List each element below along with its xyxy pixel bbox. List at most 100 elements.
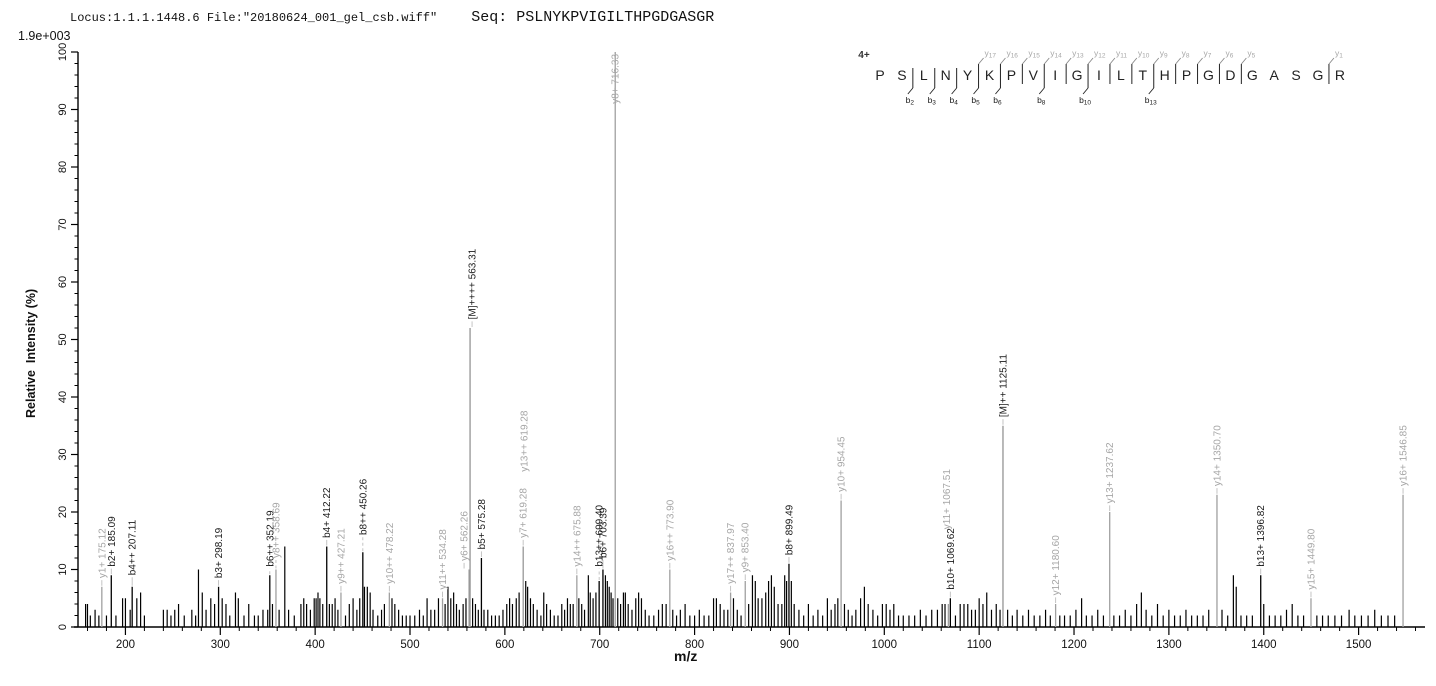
- svg-text:y14: y14: [1050, 48, 1062, 60]
- svg-text:y10: y10: [1138, 48, 1150, 60]
- svg-text:y17++ 837.97: y17++ 837.97: [726, 522, 737, 584]
- svg-text:700: 700: [590, 639, 609, 651]
- svg-text:300: 300: [211, 639, 230, 651]
- svg-text:Y: Y: [963, 67, 973, 83]
- svg-text:b2+ 185.09: b2+ 185.09: [107, 516, 118, 567]
- svg-text:y13++ 619.28: y13++ 619.28: [520, 410, 531, 472]
- svg-text:y11++ 534.28: y11++ 534.28: [438, 529, 449, 590]
- svg-text:y1: y1: [1335, 48, 1343, 60]
- svg-text:[M]++++ 563.31: [M]++++ 563.31: [468, 248, 479, 319]
- svg-text:b13++ 699.40: b13++ 699.40: [595, 504, 606, 566]
- svg-text:S: S: [897, 67, 906, 83]
- svg-text:80: 80: [57, 161, 69, 173]
- svg-text:0: 0: [57, 624, 69, 630]
- svg-text:y7: y7: [1204, 48, 1212, 60]
- svg-text:y9: y9: [1160, 48, 1168, 60]
- svg-text:800: 800: [685, 639, 704, 651]
- svg-text:50: 50: [57, 333, 69, 345]
- svg-text:N: N: [941, 67, 951, 83]
- svg-text:b4++ 207.11: b4++ 207.11: [128, 519, 139, 575]
- svg-text:y8+ 716.33: y8+ 716.33: [611, 54, 622, 104]
- svg-text:400: 400: [306, 639, 325, 651]
- svg-text:b10: b10: [1079, 95, 1091, 107]
- svg-text:b10+ 1069.62: b10+ 1069.62: [946, 528, 957, 590]
- svg-text:b8++ 450.26: b8++ 450.26: [358, 478, 369, 535]
- svg-text:900: 900: [780, 639, 799, 651]
- svg-text:b6++ 352.19: b6++ 352.19: [265, 510, 276, 567]
- header-line: Locus:1.1.1.1448.6 File:"20180624_001_ge…: [70, 8, 714, 26]
- svg-text:60: 60: [57, 276, 69, 288]
- svg-text:y13: y13: [1072, 48, 1084, 60]
- svg-text:y14+ 1350.70: y14+ 1350.70: [1212, 425, 1223, 486]
- svg-text:70: 70: [57, 218, 69, 230]
- svg-text:b6: b6: [993, 95, 1002, 107]
- svg-text:1200: 1200: [1061, 639, 1087, 651]
- svg-text:20: 20: [57, 506, 69, 518]
- svg-text:b3: b3: [928, 95, 937, 107]
- svg-text:b5: b5: [971, 95, 980, 107]
- svg-text:G: G: [1247, 67, 1258, 83]
- svg-text:1400: 1400: [1251, 639, 1277, 651]
- svg-text:G: G: [1072, 67, 1083, 83]
- svg-text:R: R: [1335, 67, 1345, 83]
- svg-text:y9+ 853.40: y9+ 853.40: [741, 522, 752, 572]
- svg-text:I: I: [1097, 67, 1101, 83]
- svg-text:y7+ 619.28: y7+ 619.28: [519, 488, 530, 538]
- svg-text:P: P: [1182, 67, 1191, 83]
- svg-text:y17: y17: [985, 48, 997, 60]
- svg-text:y15+ 1449.80: y15+ 1449.80: [1306, 528, 1317, 589]
- svg-text:T: T: [1139, 67, 1148, 83]
- svg-text:G: G: [1313, 67, 1324, 83]
- svg-text:1300: 1300: [1156, 639, 1182, 651]
- svg-text:b13+ 1396.82: b13+ 1396.82: [1256, 505, 1267, 567]
- svg-text:P: P: [1007, 67, 1016, 83]
- svg-text:y13+ 1237.62: y13+ 1237.62: [1105, 442, 1116, 503]
- svg-text:b13: b13: [1145, 95, 1157, 107]
- svg-text:b5+ 575.28: b5+ 575.28: [477, 499, 488, 550]
- svg-text:y6: y6: [1225, 48, 1233, 60]
- svg-text:4+: 4+: [858, 50, 870, 61]
- svg-text:b6+ 703.39: b6+ 703.39: [598, 507, 609, 558]
- svg-text:1500: 1500: [1346, 639, 1372, 651]
- y-axis-title: Relative Intensity (%): [24, 288, 38, 418]
- svg-text:100: 100: [57, 43, 69, 61]
- svg-text:y9++ 427.21: y9++ 427.21: [336, 528, 347, 584]
- svg-text:y8: y8: [1182, 48, 1190, 60]
- x-axis-title: m/z: [674, 648, 698, 664]
- svg-text:V: V: [1029, 67, 1039, 83]
- svg-text:b8+ 899.49: b8+ 899.49: [784, 504, 795, 555]
- svg-text:1000: 1000: [872, 639, 898, 651]
- svg-text:I: I: [1053, 67, 1057, 83]
- svg-text:L: L: [1117, 67, 1125, 83]
- svg-text:y14++ 675.88: y14++ 675.88: [572, 505, 583, 567]
- svg-text:D: D: [1225, 67, 1235, 83]
- svg-text:30: 30: [57, 448, 69, 460]
- svg-text:H: H: [1160, 67, 1170, 83]
- svg-text:b4+ 412.22: b4+ 412.22: [322, 487, 333, 538]
- svg-text:y16++ 773.90: y16++ 773.90: [665, 499, 676, 561]
- svg-text:10: 10: [57, 563, 69, 575]
- svg-text:y10++ 478.22: y10++ 478.22: [385, 522, 396, 584]
- svg-text:500: 500: [400, 639, 419, 651]
- locus-file-label: Locus:1.1.1.1448.6 File:"20180624_001_ge…: [70, 11, 438, 25]
- svg-text:S: S: [1291, 67, 1300, 83]
- sequence-label: Seq: PSLNYKPVIGILTHPGDGASGR: [471, 9, 715, 26]
- svg-text:y12+ 1180.60: y12+ 1180.60: [1051, 535, 1062, 596]
- svg-text:y12: y12: [1094, 48, 1106, 60]
- svg-text:y16: y16: [1006, 48, 1018, 60]
- svg-text:y6+ 562.26: y6+ 562.26: [460, 511, 471, 561]
- svg-text:1100: 1100: [967, 639, 992, 651]
- svg-text:y11+ 1067.51: y11+ 1067.51: [942, 469, 953, 530]
- svg-text:L: L: [920, 67, 928, 83]
- svg-text:200: 200: [116, 639, 135, 651]
- intensity-scale-label: 1.9e+003: [18, 29, 71, 43]
- svg-text:K: K: [985, 67, 995, 83]
- svg-text:A: A: [1270, 67, 1280, 83]
- svg-text:y10+ 954.45: y10+ 954.45: [837, 436, 848, 492]
- svg-text:G: G: [1203, 67, 1214, 83]
- svg-text:40: 40: [57, 391, 69, 403]
- peptide-fragmentation-diagram: 4+P S L N Y K P V I G I L T H P G D G A S G Rb2 b3 b4y17b5y16b6…: [858, 48, 1345, 107]
- svg-text:y16+ 1546.85: y16+ 1546.85: [1399, 425, 1410, 486]
